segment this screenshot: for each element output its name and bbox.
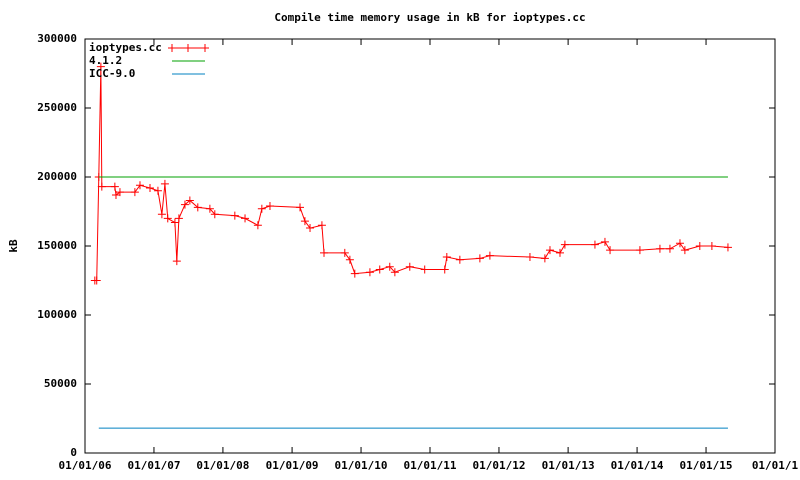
- point-marker: [525, 253, 534, 262]
- point-marker: [405, 262, 414, 271]
- legend-label: ioptypes.cc: [89, 41, 162, 54]
- point-marker: [455, 255, 464, 264]
- point-marker: [97, 182, 106, 191]
- y-tick-label: 100000: [37, 308, 77, 321]
- point-marker: [265, 201, 274, 210]
- y-tick-label: 200000: [37, 170, 77, 183]
- point-marker: [145, 184, 154, 193]
- point-marker: [675, 239, 684, 248]
- legend-marker: [168, 44, 176, 52]
- point-marker: [320, 248, 329, 257]
- legend-marker: [201, 44, 209, 52]
- x-tick-label: 01/01/09: [266, 459, 319, 472]
- y-tick-label: 250000: [37, 101, 77, 114]
- point-marker: [723, 243, 732, 252]
- point-marker: [390, 268, 399, 277]
- point-marker: [180, 200, 189, 209]
- point-marker: [115, 188, 124, 197]
- x-tick-label: 01/01/12: [472, 459, 525, 472]
- point-marker: [540, 254, 549, 263]
- point-marker: [153, 186, 162, 195]
- point-marker: [193, 203, 202, 212]
- point-marker: [375, 265, 384, 274]
- point-marker: [707, 242, 716, 250]
- point-marker: [635, 246, 644, 255]
- point-marker: [110, 182, 119, 191]
- point-marker: [590, 240, 599, 249]
- point-marker: [345, 255, 354, 264]
- y-tick-label: 150000: [37, 239, 77, 252]
- point-marker: [545, 246, 554, 255]
- point-marker: [170, 218, 179, 227]
- point-marker: [665, 244, 674, 253]
- point-marker: [306, 224, 315, 233]
- legend-marker: [184, 44, 192, 52]
- point-marker: [160, 179, 169, 188]
- point-marker: [560, 240, 569, 249]
- point-marker: [157, 210, 166, 219]
- point-marker: [130, 188, 139, 197]
- plot-frame: [84, 38, 776, 454]
- x-tick-label: 01/01/13: [542, 459, 595, 472]
- point-marker: [300, 217, 309, 226]
- y-tick-label: 0: [70, 446, 77, 459]
- point-marker: [680, 246, 689, 255]
- y-tick-label: 50000: [44, 377, 77, 390]
- point-marker: [241, 214, 250, 223]
- legend-label: ICC-9.0: [89, 67, 135, 80]
- point-marker: [442, 253, 451, 262]
- point-marker: [485, 251, 494, 260]
- point-marker: [350, 269, 359, 278]
- x-tick-label: 01/01/14: [611, 459, 664, 472]
- point-marker: [385, 262, 394, 271]
- x-tick-label: 01/01/06: [59, 459, 112, 472]
- point-marker: [655, 244, 664, 253]
- point-marker: [172, 257, 181, 266]
- point-marker: [555, 248, 564, 257]
- x-tick-label: 01/01/10: [335, 459, 388, 472]
- legend-label: 4.1.2: [89, 54, 122, 67]
- point-marker: [163, 214, 172, 223]
- point-marker: [475, 254, 484, 263]
- x-tick-label: 01/01/11: [404, 459, 457, 472]
- point-marker: [317, 221, 326, 230]
- point-marker: [600, 237, 609, 246]
- point-marker: [420, 265, 429, 274]
- point-marker: [210, 210, 219, 219]
- point-marker: [185, 196, 194, 205]
- point-marker: [205, 204, 214, 213]
- x-tick-label: 01/01/07: [127, 459, 180, 472]
- point-marker: [174, 214, 183, 223]
- point-marker: [253, 221, 262, 230]
- point-marker: [695, 242, 704, 250]
- point-marker: [340, 248, 349, 257]
- point-marker: [96, 62, 105, 71]
- point-marker: [92, 276, 101, 285]
- point-marker: [135, 181, 144, 190]
- y-axis-label: kB: [7, 239, 20, 253]
- point-marker: [440, 265, 449, 274]
- point-marker: [296, 203, 305, 212]
- point-marker: [257, 204, 266, 213]
- x-tick-label: 01/01/1: [752, 459, 799, 472]
- series-line: [94, 66, 728, 281]
- x-tick-label: 01/01/15: [680, 459, 733, 472]
- chart-title: Compile time memory usage in kB for iopt…: [274, 11, 585, 24]
- point-marker: [606, 246, 615, 255]
- x-tick-label: 01/01/08: [196, 459, 249, 472]
- point-marker: [230, 211, 239, 220]
- point-marker: [365, 268, 374, 277]
- y-tick-label: 300000: [37, 32, 77, 45]
